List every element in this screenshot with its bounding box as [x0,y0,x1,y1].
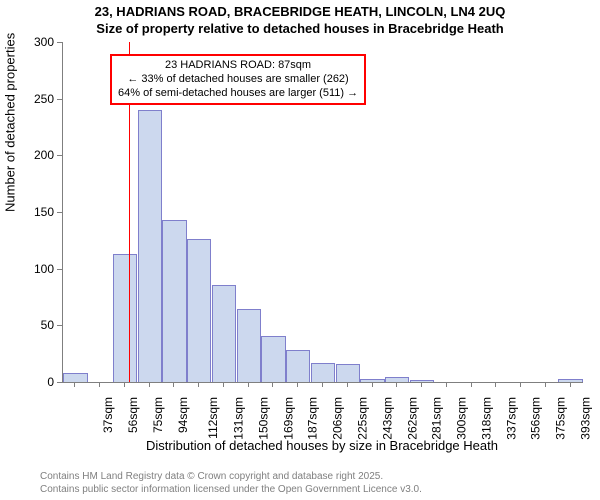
x-tick-label: 318sqm [480,397,494,440]
y-tick-label: 200 [34,148,54,162]
x-tick-mark [471,382,472,387]
y-tick-mark [57,382,62,383]
footer: Contains HM Land Registry data © Crown c… [40,471,422,496]
x-tick-label: 206sqm [331,397,345,440]
footer-line-1: Contains HM Land Registry data © Crown c… [40,471,422,484]
y-tick-label: 0 [47,375,54,389]
x-tick-mark [173,382,174,387]
x-tick-label: 393sqm [579,397,593,440]
histogram-bar [336,364,360,382]
x-tick-label: 75sqm [151,397,165,433]
x-tick-label: 150sqm [257,397,271,440]
histogram-bar [237,309,261,382]
histogram-bar [558,379,582,382]
x-tick-label: 300sqm [455,397,469,440]
title-line-2: Size of property relative to detached ho… [0,21,600,38]
y-tick-mark [57,42,62,43]
histogram-bar [63,373,87,382]
x-tick-mark [421,382,422,387]
histogram-bar [162,220,186,382]
x-tick-mark [272,382,273,387]
x-tick-mark [124,382,125,387]
x-tick-label: 356sqm [529,397,543,440]
x-tick-mark [149,382,150,387]
x-tick-label: 37sqm [101,397,115,433]
x-tick-mark [545,382,546,387]
x-tick-label: 281sqm [430,397,444,440]
x-tick-mark [223,382,224,387]
chart-titles: 23, HADRIANS ROAD, BRACEBRIDGE HEATH, LI… [0,4,600,38]
y-tick-mark [57,212,62,213]
x-tick-label: 112sqm [206,397,220,439]
annotation-line-3: 64% of semi-detached houses are larger (… [118,87,358,101]
y-tick-mark [57,269,62,270]
x-tick-mark [396,382,397,387]
histogram-bar [187,239,211,382]
x-tick-label: 262sqm [405,397,419,440]
x-tick-mark [198,382,199,387]
histogram-bar [286,350,310,382]
histogram-bar [311,363,335,382]
x-tick-mark [322,382,323,387]
annotation-line-1: 23 HADRIANS ROAD: 87sqm [118,59,358,73]
footer-line-2: Contains public sector information licen… [40,484,422,497]
x-tick-label: 169sqm [281,397,295,440]
y-tick-mark [57,325,62,326]
x-tick-mark [99,382,100,387]
x-tick-mark [248,382,249,387]
x-tick-label: 225sqm [356,397,370,440]
x-tick-mark [495,382,496,387]
title-line-1: 23, HADRIANS ROAD, BRACEBRIDGE HEATH, LI… [0,4,600,21]
x-tick-label: 375sqm [554,397,568,440]
x-tick-mark [372,382,373,387]
x-tick-label: 243sqm [380,397,394,440]
histogram-bar [261,336,285,382]
histogram-bar [138,110,162,382]
histogram-bar [212,285,236,382]
x-tick-mark [446,382,447,387]
y-tick-label: 250 [34,92,54,106]
x-tick-label: 56sqm [126,397,140,433]
annotation-line-2: ← 33% of detached houses are smaller (26… [118,73,358,87]
x-axis-label: Distribution of detached houses by size … [62,438,582,453]
y-tick-label: 150 [34,205,54,219]
x-tick-mark [520,382,521,387]
y-tick-label: 100 [34,262,54,276]
x-tick-mark [347,382,348,387]
x-tick-label: 131sqm [232,397,246,440]
y-tick-label: 300 [34,35,54,49]
chart-container: 23, HADRIANS ROAD, BRACEBRIDGE HEATH, LI… [0,0,600,500]
x-tick-mark [297,382,298,387]
y-tick-label: 50 [41,318,54,332]
x-tick-mark [74,382,75,387]
x-tick-label: 94sqm [176,397,190,433]
x-tick-mark [570,382,571,387]
annotation-box: 23 HADRIANS ROAD: 87sqm ← 33% of detache… [110,54,366,105]
histogram-bar [113,254,137,382]
y-tick-mark [57,155,62,156]
x-tick-label: 187sqm [306,397,320,440]
y-tick-mark [57,99,62,100]
x-tick-label: 337sqm [504,397,518,440]
